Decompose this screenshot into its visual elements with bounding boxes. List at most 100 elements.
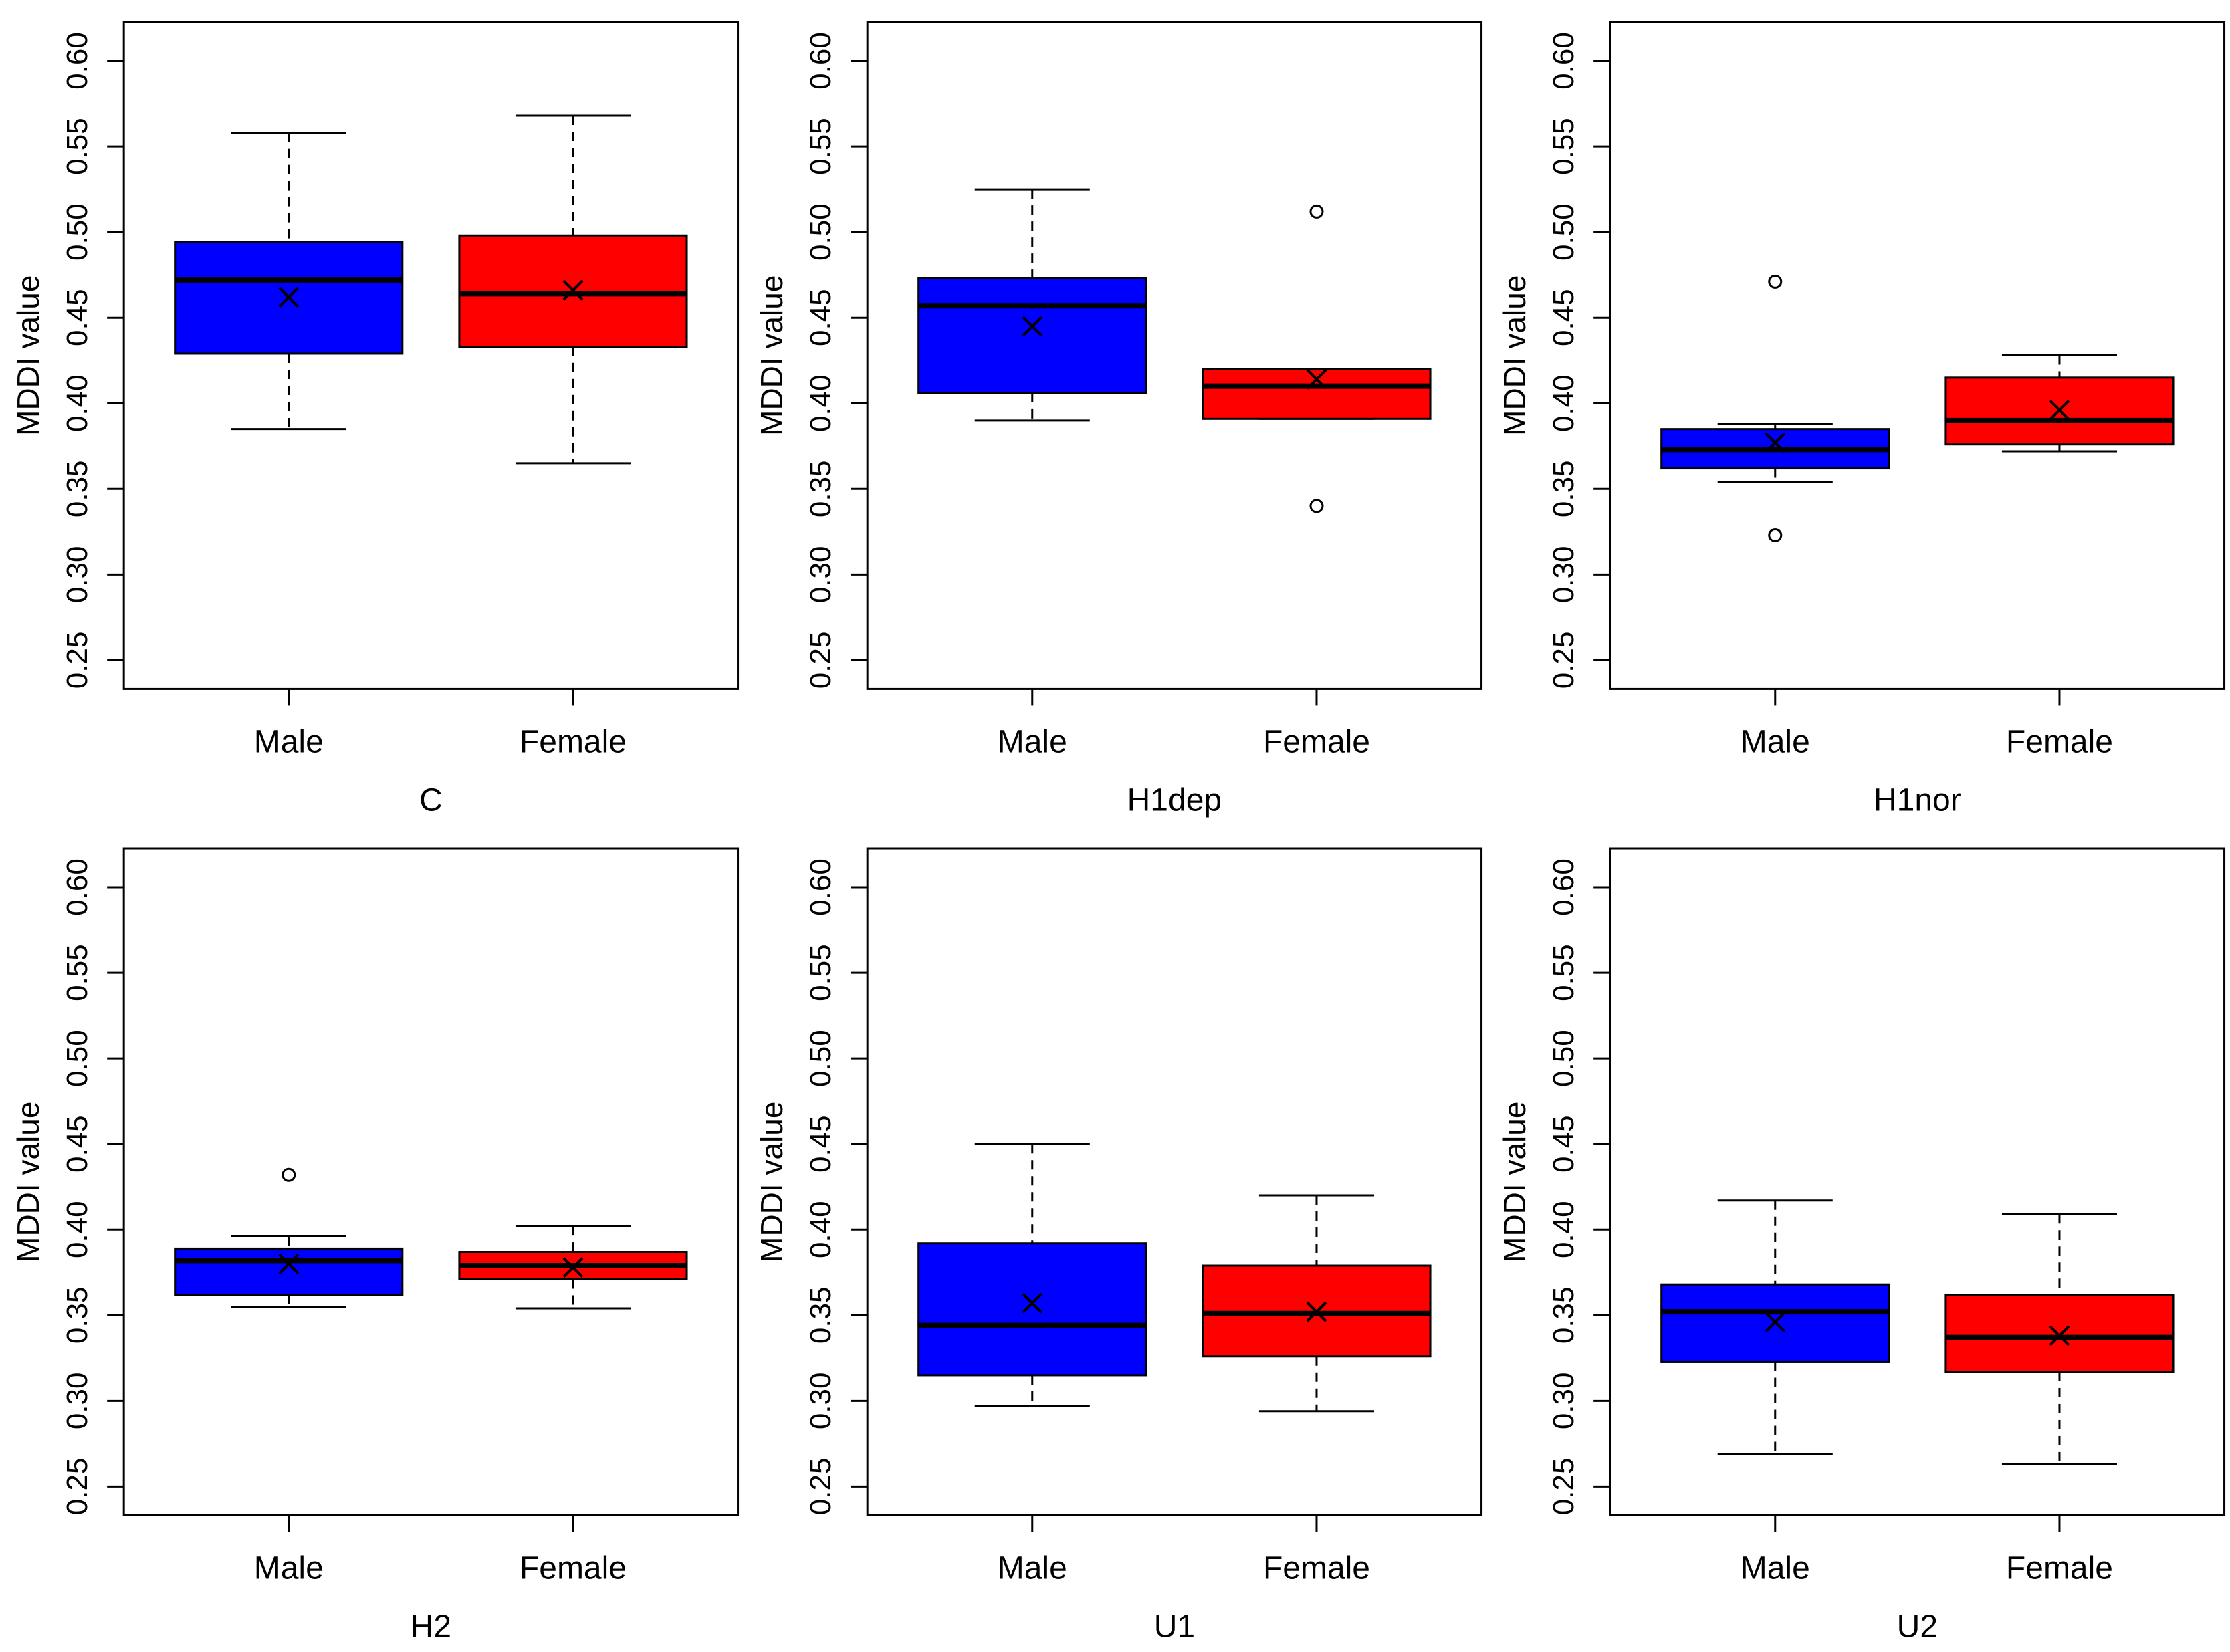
plot-frame [122,21,740,690]
boxplot-panel-U2: 0.25 0.30 0.35 0.40 0.45 0.50 0.55 0.60 MDDI val… [1497,847,2226,1644]
y-axis-tick-label: 0.45 [61,289,94,346]
y-axis-tick-label: 0.45 [804,1115,837,1173]
boxplot-panel-U1: 0.25 0.30 0.35 0.40 0.45 0.50 0.55 0.60 MDDI val… [754,847,1482,1644]
boxplot-panel-H1dep: 0.25 0.30 0.35 0.40 0.45 0.50 0.55 0.60 MDDI val… [754,21,1482,818]
category-label: Female [520,724,627,759]
y-axis-tick-label: 0.40 [61,1201,94,1258]
plot-frame [866,21,1482,690]
box-male [917,1242,1147,1376]
y-axis-tick-label: 0.55 [1547,944,1580,1001]
y-axis-tick-label: 0.40 [1547,374,1580,432]
y-axis-tick-label: 0.25 [804,1457,837,1515]
panel-title: C [419,782,443,818]
category-label: Male [1741,724,1810,759]
outlier-point [1309,499,1324,513]
category-label: Male [997,1550,1067,1586]
y-axis-tick-label: 0.30 [804,546,837,604]
boxplot-panel-H2: 0.25 0.30 0.35 0.40 0.45 0.50 0.55 0.60 MDDI val… [11,847,740,1644]
y-axis-tick-label: 0.50 [1547,203,1580,261]
plot-frame [122,847,740,1516]
panel-title: H1dep [1127,782,1221,818]
y-axis-tick-label: 0.30 [1547,1372,1580,1429]
category-label: Male [254,724,324,759]
y-axis-tick-label: 0.25 [804,632,837,689]
y-axis-title: MDDI value [11,275,45,436]
mean-marker [2049,400,2070,421]
y-axis-tick-label: 0.55 [61,118,94,175]
panel-title: H2 [411,1609,451,1644]
y-axis-tick-label: 0.35 [1547,460,1580,517]
mean-marker [1022,1292,1042,1314]
y-axis-tick-label: 0.35 [61,1286,94,1344]
category-label: Female [1263,1550,1370,1586]
y-axis-tick-label: 0.45 [1547,289,1580,346]
y-axis-tick-label: 0.60 [61,32,94,90]
y-axis-tick-label: 0.60 [804,32,837,90]
y-axis-tick-label: 0.40 [804,1201,837,1258]
y-axis-title: MDDI value [754,1101,789,1262]
y-axis-tick-label: 0.55 [804,118,837,175]
y-axis-tick-label: 0.25 [61,632,94,689]
y-axis-tick-label: 0.30 [61,546,94,604]
y-axis-tick-label: 0.50 [61,203,94,261]
mean-marker [562,279,584,301]
mean-marker [2049,1325,2070,1346]
box-male [917,277,1147,394]
mean-marker [1306,1301,1327,1322]
y-axis-tick-label: 0.45 [61,1115,94,1173]
y-axis-tick-label: 0.40 [61,374,94,432]
y-axis-tick-label: 0.25 [61,1457,94,1515]
y-axis-tick-label: 0.55 [61,944,94,1001]
y-axis-tick-label: 0.50 [61,1030,94,1087]
panel-title: U1 [1153,1609,1194,1644]
mean-marker [1765,1311,1786,1332]
panel-title: U2 [1897,1609,1938,1644]
boxplot-panel-H1nor: 0.25 0.30 0.35 0.40 0.45 0.50 0.55 0.60 MDDI val… [1497,21,2226,818]
plot-frame [866,847,1482,1516]
y-axis-title: MDDI value [754,275,789,436]
y-axis-tick-label: 0.30 [61,1372,94,1429]
mean-marker [1306,368,1327,390]
y-axis-tick-label: 0.40 [1547,1201,1580,1258]
y-axis-tick-label: 0.40 [804,374,837,432]
mean-marker [562,1256,584,1278]
category-label: Female [520,1550,627,1586]
y-axis-tick-label: 0.35 [804,1286,837,1344]
category-label: Female [2006,724,2113,759]
y-axis-tick-label: 0.45 [804,289,837,346]
y-axis-tick-label: 0.30 [1547,546,1580,604]
y-axis-tick-label: 0.60 [61,858,94,916]
box-female [1944,1293,2175,1373]
category-label: Female [1263,724,1370,759]
category-label: Female [2006,1550,2113,1586]
outlier-point [1768,274,1783,289]
y-axis-tick-label: 0.35 [804,460,837,517]
mean-marker [278,287,300,308]
y-axis-tick-label: 0.35 [61,460,94,517]
box-male [174,1247,404,1296]
category-label: Male [1741,1550,1810,1586]
mean-marker [278,1253,300,1274]
y-axis-tick-label: 0.45 [1547,1115,1580,1173]
y-axis-tick-label: 0.50 [804,203,837,261]
box-female [1202,368,1432,420]
y-axis-tick-label: 0.55 [1547,118,1580,175]
y-axis-tick-label: 0.60 [804,858,837,916]
box-male [1660,1283,1890,1363]
category-label: Male [254,1550,324,1586]
outlier-point [1309,204,1324,219]
y-axis-tick-label: 0.25 [1547,1457,1580,1515]
boxplot-panel-C: 0.25 0.30 0.35 0.40 0.45 0.50 0.55 0.60 MDDI val… [11,21,740,818]
mean-marker [1022,316,1042,337]
outlier-point [1768,527,1783,542]
outlier-point [282,1167,296,1182]
y-axis-tick-label: 0.25 [1547,632,1580,689]
y-axis-tick-label: 0.50 [1547,1030,1580,1087]
panel-title: H1nor [1874,782,1961,818]
plot-frame [1609,847,2226,1516]
y-axis-tick-label: 0.30 [804,1372,837,1429]
category-label: Male [997,724,1067,759]
plot-frame [1609,21,2226,690]
y-axis-tick-label: 0.55 [804,944,837,1001]
